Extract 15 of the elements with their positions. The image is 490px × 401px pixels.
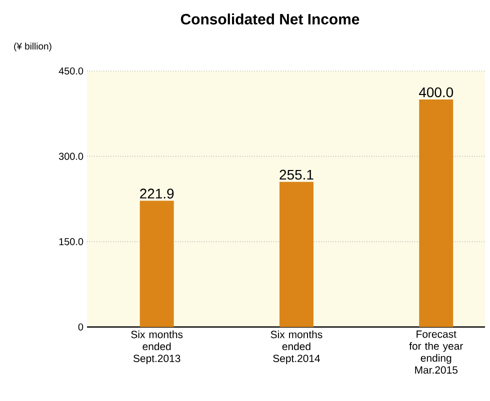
bar (419, 99, 454, 327)
y-tick-label: 150.0 (59, 238, 84, 246)
bar (140, 200, 174, 327)
data-label: 221.9 (140, 188, 174, 199)
y-tick-label: 0 (78, 323, 84, 331)
x-tick-label: Six months ended Sept.2014 (270, 330, 322, 364)
y-tick-label: 450.0 (58, 67, 84, 75)
bar (279, 182, 314, 327)
chart-title: Consolidated Net Income (180, 14, 360, 24)
y-tick-label: 300.0 (58, 152, 84, 160)
data-label: 255.1 (280, 170, 314, 180)
data-label: 400.0 (418, 87, 454, 98)
y-axis-title: (¥ billion) (14, 42, 52, 52)
x-tick-label: Forecast for the year ending Mar.2015 (409, 330, 463, 374)
x-tick-label: Six months ended Sept.2013 (131, 330, 183, 364)
